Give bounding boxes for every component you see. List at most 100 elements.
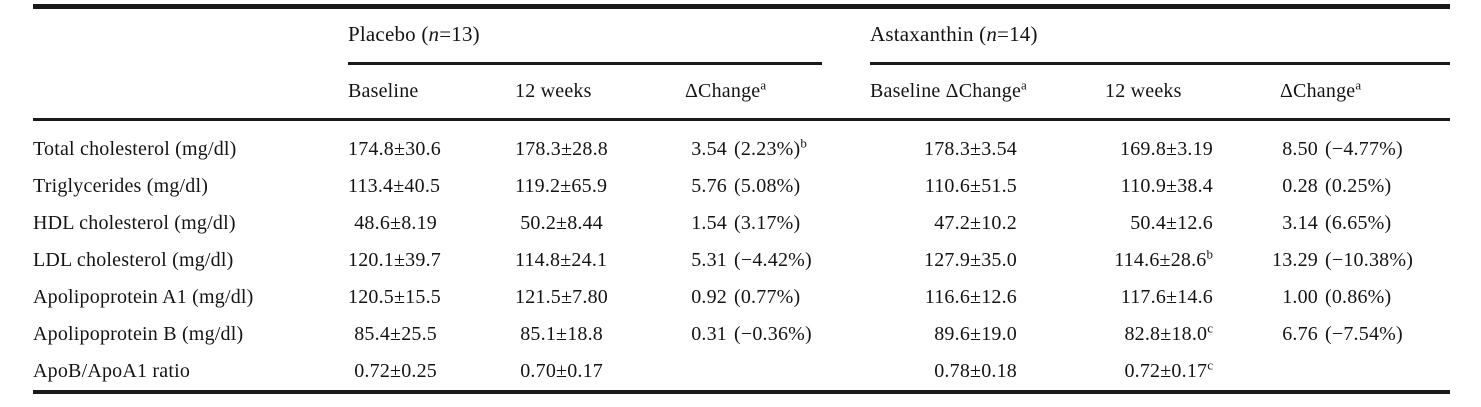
value: 47.2±10.2 [934,212,1017,234]
cell-astaxanthin-12weeks: 50.4±12.6 [1105,205,1265,242]
change-value: 3.14 [1282,212,1318,234]
cell-astaxanthin-baseline: 110.6±51.5 [870,168,1105,205]
change-percent: (−0.36%) [734,323,812,345]
value: 89.6±19.0 [934,323,1017,345]
change-value: 5.76 [691,175,727,197]
empty-corner-cell [33,7,348,66]
column-header-row: Baseline 12 weeks ΔChangea Baseline ΔCha… [33,65,1450,121]
value: 114.8±24.1 [515,249,608,271]
change-value: 0.31 [691,323,727,345]
change-percent: (3.17%) [734,212,801,234]
change-percent: (0.77%) [734,286,801,308]
cell-placebo-12weeks: 178.3±28.8 [515,120,685,169]
cell-astaxanthin-12weeks: 117.6±14.6 [1105,279,1265,316]
cell-placebo-baseline: 0.72±0.25 [348,353,515,392]
col-header-astaxanthin-baseline: Baseline ΔChangea [870,65,1105,121]
value: 117.6±14.6 [1120,286,1213,308]
value: 121.5±7.80 [515,286,608,308]
value: 120.5±15.5 [348,286,441,308]
value: 110.6±51.5 [924,175,1017,197]
cell-astaxanthin-change: 6.76 (−7.54%) [1265,316,1450,353]
header-label: 12 weeks [1105,80,1182,102]
cell-placebo-12weeks: 114.8±24.1 [515,242,685,279]
empty-header-cell [33,65,348,121]
value: 119.2±65.9 [515,175,608,197]
change-value: 1.54 [691,212,727,234]
change-value: 0.92 [691,286,727,308]
cell-placebo-12weeks: 85.1±18.8 [515,316,685,353]
change-value: 1.00 [1282,286,1318,308]
change-percent: (0.86%) [1325,286,1392,308]
astaxanthin-group-rule [870,62,1450,65]
change-percent: (−7.54%) [1325,323,1403,345]
cell-placebo-baseline: 85.4±25.5 [348,316,515,353]
value: 48.6±8.19 [354,212,437,234]
lipid-profile-table: Placebo (n=13) Astaxanthin (n=14) Baseli… [33,4,1450,394]
col-header-placebo-change: ΔChangea [685,65,870,121]
change-percent: (5.08%) [734,175,801,197]
change-value: 6.76 [1282,323,1318,345]
footnote-marker: a [1355,77,1362,93]
cell-placebo-change: 1.54 (3.17%) [685,205,870,242]
value: 82.8±18.0 [1124,323,1208,345]
row-label-cell: Apolipoprotein B (mg/dl) [33,316,348,353]
value: 50.2±8.44 [520,212,603,234]
header-label: Baseline ΔChange [870,80,1022,102]
col-header-astaxanthin-12weeks: 12 weeks [1105,65,1265,121]
table-row: Total cholesterol (mg/dl) 174.8±30.6 178… [33,120,1450,169]
value: 114.6±28.6 [1114,249,1207,271]
row-label-cell: LDL cholesterol (mg/dl) [33,242,348,279]
cell-placebo-baseline: 174.8±30.6 [348,120,515,169]
value: 113.4±40.5 [348,175,441,197]
col-header-placebo-12weeks: 12 weeks [515,65,685,121]
header-label: 12 weeks [515,80,592,102]
astaxanthin-n-italic: n [986,22,998,46]
value: 174.8±30.6 [348,138,441,160]
cell-astaxanthin-change: 1.00 (0.86%) [1265,279,1450,316]
value: 120.1±39.7 [348,249,441,271]
placebo-group-rule [348,62,822,65]
value: 85.1±18.8 [520,323,603,345]
table-row: Apolipoprotein A1 (mg/dl) 120.5±15.5 121… [33,279,1450,316]
value: 110.9±38.4 [1120,175,1213,197]
change-value: 0.28 [1282,175,1318,197]
astaxanthin-label-pre: Astaxanthin ( [870,22,987,46]
table-row: LDL cholesterol (mg/dl) 120.1±39.7 114.8… [33,242,1450,279]
cell-placebo-change: 5.31 (−4.42%) [685,242,870,279]
header-label: ΔChange [1280,80,1356,102]
row-label-cell: ApoB/ApoA1 ratio [33,353,348,392]
change-percent: (−4.77%) [1325,138,1403,160]
footnote-marker: a [1021,77,1027,93]
cell-placebo-baseline: 120.1±39.7 [348,242,515,279]
value: 50.4±12.6 [1130,212,1213,234]
cell-astaxanthin-change: 0.28 (0.25%) [1265,168,1450,205]
cell-placebo-change: 3.54 (2.23%)b [685,120,870,169]
group-header-row: Placebo (n=13) Astaxanthin (n=14) [33,7,1450,66]
col-header-astaxanthin-change: ΔChangea [1265,65,1450,121]
cell-astaxanthin-baseline: 178.3±3.54 [870,120,1105,169]
value: 0.72±0.25 [354,360,437,382]
row-label-cell: Apolipoprotein A1 (mg/dl) [33,279,348,316]
footnote-marker: c [1207,320,1213,336]
cell-placebo-12weeks: 50.2±8.44 [515,205,685,242]
cell-placebo-change: 5.76 (5.08%) [685,168,870,205]
value: 0.78±0.18 [934,360,1017,382]
change-percent: (2.23%) [734,138,801,160]
row-label: HDL cholesterol (mg/dl) [33,212,236,234]
row-label-cell: Total cholesterol (mg/dl) [33,120,348,169]
placebo-label-pre: Placebo ( [348,22,429,46]
footnote-marker: b [800,135,807,151]
value: 178.3±3.54 [924,138,1017,160]
row-label: LDL cholesterol (mg/dl) [33,249,234,271]
cell-placebo-12weeks: 121.5±7.80 [515,279,685,316]
value: 127.9±35.0 [924,249,1017,271]
cell-astaxanthin-12weeks: 114.6±28.6b [1105,242,1265,279]
astaxanthin-group-label: Astaxanthin (n=14) [870,22,1038,47]
footnote-marker: c [1207,357,1213,373]
row-label-cell: Triglycerides (mg/dl) [33,168,348,205]
cell-placebo-change: 0.31 (−0.36%) [685,316,870,353]
cell-placebo-change [685,353,870,392]
change-percent: (−4.42%) [734,249,812,271]
row-label: ApoB/ApoA1 ratio [33,360,191,382]
placebo-n-italic: n [428,22,440,46]
